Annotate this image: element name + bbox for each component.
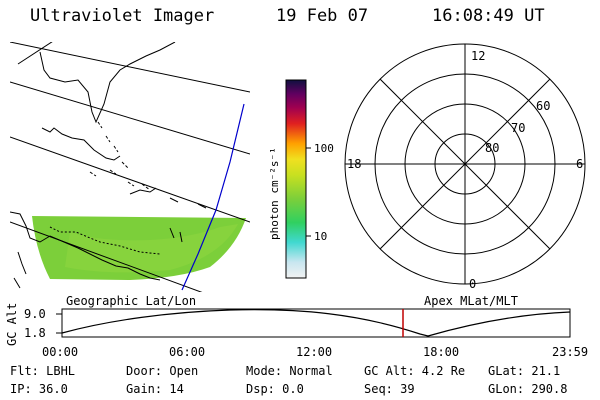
altitude-timeline: 9.0 1.8 GC Alt 00:00 06:00 12:00 18:00 2… (5, 303, 588, 359)
info-dsp: Dsp: 0.0 (246, 382, 304, 396)
info-glat: GLat: 21.1 (488, 364, 561, 378)
info-gcalt: GC Alt: 4.2 Re (364, 364, 466, 378)
info-gain: Gain: 14 (126, 382, 184, 396)
app-title: Ultraviolet Imager (30, 6, 215, 26)
x-tick-1200: 12:00 (296, 345, 332, 359)
info-seq: Seq: 39 (364, 382, 415, 396)
info-mode: Mode: Normal (246, 364, 333, 378)
mlt-label-bottom: 0 (469, 277, 476, 291)
x-tick-1800: 18:00 (423, 345, 459, 359)
lat-label-60: 60 (536, 99, 550, 113)
colorbar-tick-100: 100 (314, 142, 334, 155)
coastline (39, 42, 176, 124)
color-bar: 100 10 photon cm⁻²s⁻¹ (268, 79, 334, 279)
info-ip: IP: 36.0 (10, 382, 68, 396)
header-date: 19 Feb 07 (276, 6, 369, 26)
x-tick-2359: 23:59 (552, 345, 588, 359)
mlt-label-right: 6 (576, 157, 583, 171)
latitude-line (10, 42, 250, 93)
colorbar-unit-label: photon cm⁻²s⁻¹ (268, 147, 281, 240)
lat-label-70: 70 (511, 121, 525, 135)
alt-ylabel: GC Alt (5, 303, 19, 346)
alt-ymax: 9.0 (24, 307, 46, 321)
orbit-track (181, 103, 245, 291)
header-time: 16:08:49 UT (432, 6, 545, 26)
x-tick-0000: 00:00 (42, 345, 78, 359)
coastline (10, 211, 161, 281)
alt-ymin: 1.8 (24, 326, 46, 340)
latitude-line (10, 221, 203, 292)
colorbar-tick-10: 10 (314, 230, 327, 243)
mlt-label-top: 12 (471, 49, 485, 63)
lat-label-80: 80 (485, 141, 499, 155)
apex-panel-label: Apex MLat/MLT (424, 294, 518, 308)
coastline (41, 127, 121, 161)
altitude-curve (61, 309, 571, 337)
info-glon: GLon: 290.8 (488, 382, 568, 396)
geographic-map (10, 42, 250, 292)
info-flt: Flt: LBHL (10, 364, 76, 378)
latitude-line (10, 81, 250, 155)
x-tick-0600: 06:00 (169, 345, 205, 359)
mlt-label-left: 18 (347, 157, 361, 171)
info-door: Door: Open (126, 364, 199, 378)
latitude-line (10, 136, 250, 223)
apex-polar-plot: 12 18 6 0 60 70 80 (344, 43, 586, 291)
geo-panel-label: Geographic Lat/Lon (66, 294, 197, 308)
